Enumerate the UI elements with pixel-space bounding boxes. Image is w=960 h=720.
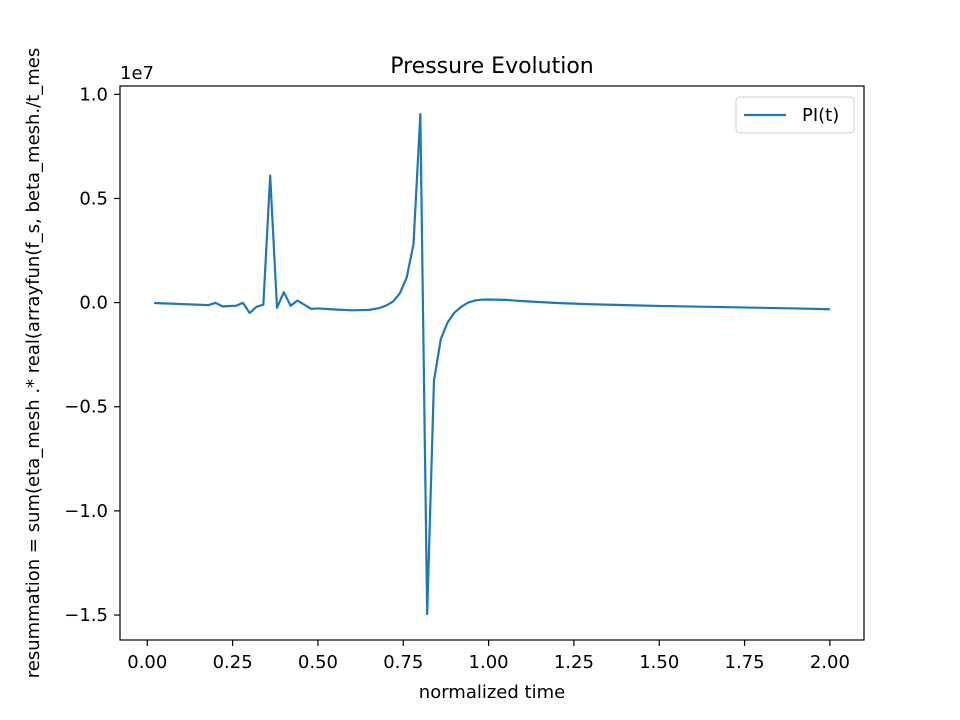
x-axis-ticks: 0.00 0.25 0.50 0.75 1.00 1.25 1.50 1.75 2.00 (127, 640, 850, 673)
y-tick-label: 0.5 (79, 188, 108, 209)
x-tick-label: 0.25 (213, 652, 253, 673)
y-tick-label: −0.5 (64, 397, 108, 418)
y-axis-ticks: −1.5 −1.0 −0.5 0.0 0.5 1.0 (64, 84, 120, 626)
x-tick-label: 1.00 (469, 652, 509, 673)
y-axis-label: resummation = sum(eta_mesh .* real(array… (23, 48, 44, 679)
y-offset-label: 1e7 (120, 63, 154, 84)
y-tick-label: 1.0 (79, 84, 108, 105)
y-tick-label: −1.5 (64, 605, 108, 626)
x-tick-label: 2.00 (810, 652, 850, 673)
x-tick-label: 1.75 (725, 652, 765, 673)
chart-title: Pressure Evolution (390, 54, 594, 79)
plot-area-frame (119, 85, 865, 641)
x-axis-label: normalized time (419, 682, 565, 703)
legend-box (735, 96, 855, 134)
y-tick-label: −1.0 (64, 501, 108, 522)
x-tick-label: 1.25 (554, 652, 594, 673)
legend-entry-label: PI(t) (802, 105, 839, 126)
x-tick-label: 1.50 (639, 652, 679, 673)
series-line-pi-t (154, 113, 830, 616)
x-tick-label: 0.00 (127, 652, 167, 673)
x-tick-label: 0.50 (298, 652, 338, 673)
y-tick-label: 0.0 (79, 293, 108, 314)
x-tick-label: 0.75 (383, 652, 423, 673)
legend: PI(t) (735, 96, 855, 134)
